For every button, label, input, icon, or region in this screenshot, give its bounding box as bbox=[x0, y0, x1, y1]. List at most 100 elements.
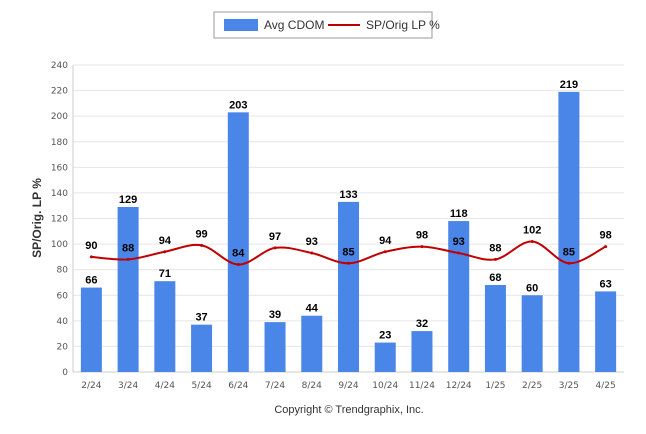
y-tick-label: 60 bbox=[57, 291, 69, 301]
x-tick-label: 7/24 bbox=[265, 381, 285, 391]
bar-data-label: 39 bbox=[269, 309, 281, 321]
bar-data-label: 60 bbox=[526, 282, 538, 294]
line-point bbox=[530, 240, 534, 244]
x-axis-ticks: 2/24 3/24 4/24 5/24 6/24 7/24 8/24 9/24 10/24 11/… bbox=[81, 381, 615, 391]
line-data-label: 84 bbox=[232, 248, 245, 260]
bar-data-label: 23 bbox=[379, 330, 391, 342]
line-series bbox=[89, 240, 608, 267]
y-tick-label: 240 bbox=[51, 61, 68, 71]
bar bbox=[154, 281, 176, 372]
y-tick-label: 140 bbox=[51, 189, 68, 199]
legend-swatch-bar bbox=[224, 19, 258, 31]
line-point bbox=[163, 250, 167, 254]
line-point bbox=[236, 263, 240, 267]
x-tick-label: 6/24 bbox=[228, 381, 248, 391]
legend-label-bar: Avg CDOM bbox=[264, 18, 324, 32]
y-tick-label: 160 bbox=[51, 163, 68, 173]
x-tick-label: 4/24 bbox=[155, 381, 175, 391]
y-tick-label: 120 bbox=[51, 215, 68, 225]
line-data-label: 90 bbox=[85, 240, 97, 252]
bar bbox=[301, 315, 323, 372]
y-axis-ticks: 0 20 40 60 80 100 120 140 160 180 200 220 240 bbox=[51, 61, 68, 378]
x-tick-label: 9/24 bbox=[338, 381, 358, 391]
x-tick-label: 1/25 bbox=[485, 381, 505, 391]
y-tick-label: 20 bbox=[57, 342, 69, 352]
y-tick-label: 100 bbox=[51, 240, 68, 250]
x-tick-label: 4/25 bbox=[596, 381, 616, 391]
bar-data-label: 32 bbox=[416, 318, 428, 330]
x-tick-label: 12/24 bbox=[446, 381, 472, 391]
bar bbox=[521, 295, 543, 372]
line-data-label: 102 bbox=[523, 225, 541, 237]
y-tick-label: 40 bbox=[57, 317, 69, 327]
line-data-label: 93 bbox=[453, 236, 465, 248]
y-tick-label: 0 bbox=[62, 368, 68, 378]
line-point bbox=[200, 243, 204, 247]
line-point bbox=[493, 257, 497, 261]
line-data-label: 93 bbox=[306, 236, 318, 248]
bar bbox=[117, 206, 139, 372]
line-data-label: 98 bbox=[416, 230, 428, 242]
bar-data-label: 68 bbox=[489, 272, 501, 284]
line-data-label: 88 bbox=[122, 242, 134, 254]
x-tick-label: 10/24 bbox=[372, 381, 398, 391]
x-tick-label: 2/24 bbox=[81, 381, 101, 391]
legend-label-line: SP/Orig LP % bbox=[366, 18, 440, 32]
y-tick-label: 80 bbox=[57, 266, 69, 276]
bar bbox=[338, 201, 359, 372]
bar-data-label: 44 bbox=[306, 303, 319, 315]
line-point bbox=[383, 250, 387, 254]
x-tick-label: 5/24 bbox=[191, 381, 211, 391]
line-data-label: 88 bbox=[489, 242, 501, 254]
line-point bbox=[347, 261, 350, 265]
x-tick-label: 3/24 bbox=[118, 381, 138, 391]
line-point bbox=[89, 255, 93, 259]
bar bbox=[191, 324, 213, 372]
bar bbox=[448, 221, 470, 372]
line-data-label: 99 bbox=[195, 228, 207, 240]
y-tick-label: 180 bbox=[51, 138, 68, 148]
bar-data-label: 133 bbox=[339, 189, 357, 201]
bar-data-label: 118 bbox=[450, 208, 468, 220]
y-axis-label: SP/Orig. LP % bbox=[30, 178, 44, 258]
bar bbox=[264, 322, 286, 372]
line-point bbox=[420, 245, 424, 249]
bar bbox=[227, 112, 249, 373]
legend: Avg CDOM SP/Orig LP % bbox=[213, 11, 440, 39]
line-data-label: 94 bbox=[159, 235, 172, 247]
bar-data-label: 63 bbox=[600, 278, 612, 290]
y-tick-label: 220 bbox=[51, 87, 68, 97]
x-tick-label: 11/24 bbox=[409, 381, 435, 391]
bar bbox=[411, 331, 433, 372]
bar-data-label: 219 bbox=[560, 79, 578, 91]
line-point bbox=[604, 245, 608, 249]
line-data-label: 98 bbox=[600, 230, 612, 242]
bar-data-label: 203 bbox=[229, 99, 247, 111]
copyright-text: Copyright © Trendgraphix, Inc. bbox=[274, 404, 423, 416]
y-tick-label: 200 bbox=[51, 112, 68, 122]
bar-data-labels: 66 129 71 37 203 39 44 133 23 32 118 68 60 219 63 bbox=[85, 79, 612, 342]
x-tick-label: 2/25 bbox=[522, 381, 542, 391]
line-data-label: 97 bbox=[269, 231, 281, 243]
bar-data-label: 71 bbox=[159, 268, 171, 280]
line-data-label: 85 bbox=[563, 246, 575, 258]
bar bbox=[558, 91, 580, 373]
line-data-labels: 90 88 94 99 84 97 93 85 94 98 93 88 102 85 98 bbox=[85, 225, 612, 260]
bar-data-label: 129 bbox=[119, 194, 137, 206]
x-tick-label: 3/25 bbox=[559, 381, 579, 391]
line-point bbox=[457, 251, 461, 255]
line-point bbox=[310, 251, 314, 255]
bar bbox=[374, 342, 396, 372]
line-data-label: 94 bbox=[379, 235, 392, 247]
bar-data-label: 66 bbox=[85, 275, 97, 287]
line-point bbox=[273, 246, 277, 250]
line-point bbox=[126, 257, 130, 261]
x-tick-label: 8/24 bbox=[302, 381, 322, 391]
bar bbox=[80, 287, 102, 372]
bar bbox=[595, 291, 617, 372]
bar-data-label: 37 bbox=[195, 312, 207, 324]
line-data-label: 85 bbox=[342, 246, 354, 258]
bars bbox=[80, 91, 617, 373]
line-point bbox=[567, 261, 571, 265]
